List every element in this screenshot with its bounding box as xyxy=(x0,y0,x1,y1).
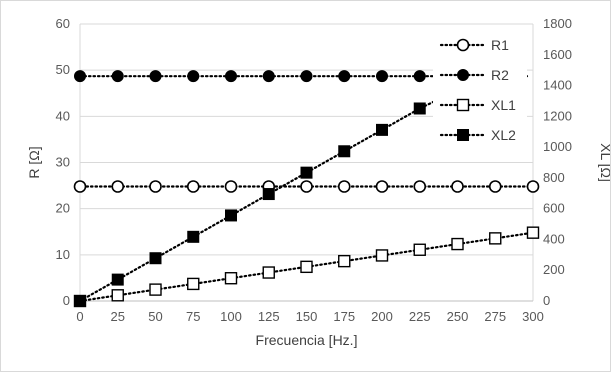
y-right-tick-label: 200 xyxy=(543,262,565,277)
data-point-XL1 xyxy=(149,283,162,296)
data-point-XL1 xyxy=(262,266,275,279)
legend-marker-R2 xyxy=(457,69,469,81)
series-R1 xyxy=(73,180,540,193)
y-right-tick-label: 1400 xyxy=(543,78,572,93)
y-right-tick-label: 600 xyxy=(543,201,565,216)
data-point-R1 xyxy=(413,180,427,193)
x-tick-label: 200 xyxy=(371,309,393,324)
data-point-XL1 xyxy=(111,289,124,302)
x-tick-label: 125 xyxy=(258,309,280,324)
y-left-tick-label: 60 xyxy=(56,16,70,31)
y-left-tick-label: 40 xyxy=(56,108,70,123)
data-point-R1 xyxy=(337,180,351,193)
x-axis-title: Frecuencia [Hz.] xyxy=(256,332,358,348)
data-point-XL1 xyxy=(413,243,426,256)
data-point-XL2 xyxy=(149,252,162,265)
axes: 0 25 50 75 100 125 150 175 200 225 250 275 300010203… xyxy=(56,16,572,324)
data-point-XL2 xyxy=(187,230,200,243)
data-point-XL2 xyxy=(225,209,237,222)
data-point-XL2 xyxy=(300,166,313,179)
data-point-R2 xyxy=(300,70,313,83)
x-tick-label: 0 xyxy=(76,309,83,324)
data-point-XL1 xyxy=(526,226,540,239)
y-right-tick-label: 1200 xyxy=(543,108,572,123)
x-tick-label: 100 xyxy=(220,309,242,324)
legend: R1 R2 XL1 XL2 xyxy=(433,31,527,149)
data-point-XL1 xyxy=(300,260,313,274)
legend-marker-R1 xyxy=(456,38,470,52)
legend-label-XL1: XL1 xyxy=(491,97,516,113)
x-tick-label: 25 xyxy=(111,309,125,324)
data-point-R2 xyxy=(111,70,124,83)
legend-item-R1: R1 xyxy=(439,37,509,53)
data-point-R1 xyxy=(73,180,87,193)
data-point-XL2 xyxy=(111,273,124,286)
series-layer xyxy=(73,70,540,308)
series-XL1 xyxy=(73,226,540,308)
data-point-R2 xyxy=(413,70,426,83)
legend-background xyxy=(433,31,527,149)
series-R2 xyxy=(74,70,531,83)
y-right-tick-label: 400 xyxy=(543,231,565,246)
data-point-R1 xyxy=(375,180,389,193)
y-left-tick-label: 10 xyxy=(56,247,70,262)
legend-label-R2: R2 xyxy=(491,67,509,83)
data-point-R1 xyxy=(488,180,502,193)
y-right-tick-label: 1000 xyxy=(543,139,572,154)
data-point-R2 xyxy=(338,70,351,83)
data-point-XL1 xyxy=(224,272,238,285)
y-left-tick-label: 50 xyxy=(56,62,70,77)
x-tick-label: 150 xyxy=(296,309,318,324)
data-point-XL2 xyxy=(413,102,426,115)
x-tick-label: 50 xyxy=(148,309,162,324)
data-point-R1 xyxy=(149,180,162,193)
data-point-XL2 xyxy=(376,123,388,136)
y-axis-left-title: R [Ω] xyxy=(26,146,42,178)
x-tick-label: 300 xyxy=(522,309,544,324)
x-tick-label: 250 xyxy=(447,309,469,324)
data-point-R2 xyxy=(225,70,237,83)
data-point-R1 xyxy=(451,180,464,193)
y-right-tick-label: 800 xyxy=(543,170,565,185)
data-point-R2 xyxy=(74,70,86,83)
data-point-R2 xyxy=(262,70,275,83)
y-left-tick-label: 20 xyxy=(56,201,70,216)
y-right-tick-label: 1600 xyxy=(543,47,572,62)
data-point-R2 xyxy=(376,70,388,83)
legend-item-R2: R2 xyxy=(439,67,509,83)
data-point-XL1 xyxy=(375,249,389,262)
legend-label-R1: R1 xyxy=(491,37,509,53)
x-tick-label: 275 xyxy=(484,309,506,324)
y-left-tick-label: 0 xyxy=(63,293,70,308)
legend-item-XL2: XL2 xyxy=(439,127,516,143)
y-axis-right-title: XL [Ω] xyxy=(598,143,610,182)
data-point-R1 xyxy=(111,180,125,193)
legend-marker-XL2 xyxy=(457,129,469,141)
series-XL2 xyxy=(74,89,459,307)
legend-item-XL1: XL1 xyxy=(439,97,516,113)
data-point-XL2 xyxy=(262,188,275,201)
legend-label-XL2: XL2 xyxy=(491,127,516,143)
data-point-XL1 xyxy=(489,232,502,245)
y-right-tick-label: 0 xyxy=(543,293,550,308)
data-point-R1 xyxy=(186,180,200,193)
y-left-tick-label: 30 xyxy=(56,155,70,170)
data-point-XL2 xyxy=(338,145,351,158)
data-point-R2 xyxy=(149,70,162,83)
x-tick-label: 75 xyxy=(186,309,200,324)
data-point-XL1 xyxy=(187,277,200,291)
data-point-XL1 xyxy=(338,254,351,268)
data-point-R1 xyxy=(300,180,313,193)
legend-marker-XL1 xyxy=(456,98,470,112)
x-tick-label: 175 xyxy=(333,309,355,324)
data-point-R1 xyxy=(526,180,540,193)
data-point-R2 xyxy=(187,70,200,83)
data-point-XL2 xyxy=(74,295,86,307)
y-right-tick-label: 1800 xyxy=(543,16,572,31)
data-point-R1 xyxy=(224,180,238,193)
data-point-XL1 xyxy=(451,237,464,251)
x-tick-label: 225 xyxy=(409,309,431,324)
